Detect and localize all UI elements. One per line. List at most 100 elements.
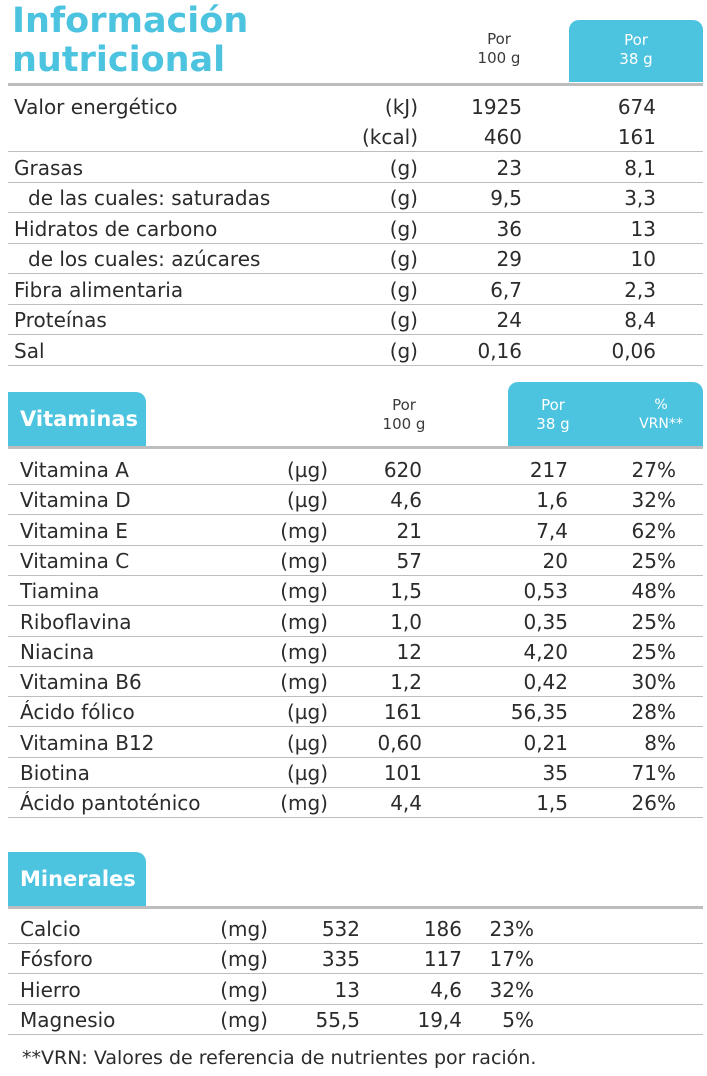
- value-per-100g: 0,60: [377, 731, 422, 755]
- value-vrn: 32%: [631, 488, 676, 512]
- mineral-row: Fósforo (mg) 335 117 17%: [8, 944, 703, 974]
- value-per-38g: 19,4: [417, 1008, 462, 1032]
- nutrition-row: Sal (g) 0,16 0,06: [8, 336, 703, 366]
- value-vrn: 62%: [631, 519, 676, 543]
- nutrition-row: Fibra alimentaria (g) 6,7 2,3: [8, 275, 703, 305]
- value-vrn: 71%: [631, 761, 676, 785]
- value-per-100g: 1,2: [390, 670, 422, 694]
- value-per-38g: 0,53: [523, 579, 568, 603]
- nutrition-row: Proteínas (g) 24 8,4: [8, 305, 703, 335]
- value-per-38g: 674: [617, 95, 656, 119]
- vitamin-row: Vitamina B12 (µg) 0,60 0,21 8%: [8, 728, 703, 758]
- value-per-100g: 161: [383, 700, 422, 724]
- value-per-38g: 4,20: [523, 640, 568, 664]
- mineral-unit: (mg): [220, 947, 268, 971]
- vitamin-unit: (mg): [280, 519, 328, 543]
- value-per-100g: 21: [396, 519, 422, 543]
- header-line: 38 g: [619, 50, 653, 68]
- minerals-tab-label: Minerales: [20, 867, 136, 891]
- value-vrn: 5%: [502, 1008, 534, 1032]
- value-per-38g: 20: [542, 549, 568, 573]
- nutrient-name: Grasas: [14, 156, 84, 180]
- nutrition-row: (kcal) 460 161: [8, 122, 703, 152]
- vitamin-name: Vitamina B12: [20, 731, 155, 755]
- mineral-unit: (mg): [220, 978, 268, 1002]
- nutrient-name: de los cuales: azúcares: [28, 247, 261, 271]
- nutrient-name: Proteínas: [14, 308, 107, 332]
- nutrient-name: Valor energético: [14, 95, 178, 119]
- minerals-tab: Minerales: [8, 852, 146, 906]
- vitamins-top-rule: [8, 446, 703, 449]
- header-line: 100 g: [477, 49, 521, 67]
- header-line: VRN**: [639, 416, 683, 432]
- value-per-38g: 13: [630, 217, 656, 241]
- vitamin-row: Vitamina A (µg) 620 217 27%: [8, 455, 703, 485]
- value-per-100g: 6,7: [490, 278, 522, 302]
- nutrient-unit: (kcal): [362, 125, 418, 149]
- vitamin-row: Ácido fólico (µg) 161 56,35 28%: [8, 697, 703, 727]
- mineral-row: Magnesio (mg) 55,5 19,4 5%: [8, 1005, 703, 1035]
- header-line: Por: [624, 31, 648, 49]
- vitamin-row: Biotina (µg) 101 35 71%: [8, 758, 703, 788]
- vitamin-unit: (µg): [286, 488, 328, 512]
- vitamin-name: Biotina: [20, 761, 90, 785]
- value-per-100g: 1925: [471, 95, 522, 119]
- value-per-100g: 36: [496, 217, 522, 241]
- col-vrn-text: % VRN**: [626, 396, 696, 434]
- mineral-unit: (mg): [220, 917, 268, 941]
- value-per-38g: 1,5: [536, 791, 568, 815]
- footnote: **VRN: Valores de referencia de nutrient…: [22, 1047, 537, 1069]
- vitamin-unit: (mg): [280, 791, 328, 815]
- value-per-38g: 8,4: [624, 308, 656, 332]
- value-per-38g: 0,42: [523, 670, 568, 694]
- mineral-name: Hierro: [20, 978, 81, 1002]
- vitamin-unit: (mg): [280, 579, 328, 603]
- vitamin-row: Riboflavina (mg) 1,0 0,35 25%: [8, 607, 703, 637]
- value-vrn: 25%: [631, 549, 676, 573]
- vitamin-unit: (µg): [286, 700, 328, 724]
- value-per-38g: 161: [617, 125, 656, 149]
- nutrient-unit: (g): [389, 217, 418, 241]
- vitamin-name: Vitamina E: [20, 519, 128, 543]
- mineral-name: Magnesio: [20, 1008, 116, 1032]
- nutrition-row: Hidratos de carbono (g) 36 13: [8, 214, 703, 244]
- vitamin-row: Vitamina C (mg) 57 20 25%: [8, 546, 703, 576]
- col-38-text: Por 38 g: [528, 396, 578, 434]
- value-per-38g: 0,21: [523, 731, 568, 755]
- nutrition-top-rule: [8, 83, 703, 86]
- value-vrn: 27%: [631, 458, 676, 482]
- vitamin-name: Vitamina B6: [20, 670, 142, 694]
- value-per-100g: 620: [383, 458, 422, 482]
- value-per-38g: 3,3: [624, 186, 656, 210]
- vitamin-unit: (mg): [280, 549, 328, 573]
- nutrient-unit: (g): [389, 247, 418, 271]
- mineral-row: Hierro (mg) 13 4,6 32%: [8, 975, 703, 1005]
- value-per-38g: 186: [423, 917, 462, 941]
- nutrition-col-38-header: Por 38 g: [569, 20, 703, 82]
- value-per-100g: 4,4: [390, 791, 422, 815]
- header-line: Por: [487, 30, 511, 48]
- nutrition-row: Valor energético (kJ) 1925 674: [8, 92, 703, 122]
- nutrition-col-100-header: Por 100 g: [460, 30, 538, 68]
- nutrient-unit: (g): [389, 308, 418, 332]
- header-line: 100 g: [382, 415, 426, 433]
- value-vrn: 25%: [631, 610, 676, 634]
- vitamin-unit: (mg): [280, 670, 328, 694]
- vitamin-unit: (mg): [280, 610, 328, 634]
- header-line: Por: [541, 396, 565, 414]
- nutrient-unit: (g): [389, 278, 418, 302]
- value-vrn: 26%: [631, 791, 676, 815]
- vitamin-row: Tiamina (mg) 1,5 0,53 48%: [8, 576, 703, 606]
- vitamin-name: Riboflavina: [20, 610, 132, 634]
- vitamin-row: Ácido pantoténico (mg) 4,4 1,5 26%: [8, 788, 703, 818]
- vitamin-unit: (mg): [280, 640, 328, 664]
- value-per-100g: 335: [321, 947, 360, 971]
- nutrition-row: de las cuales: saturadas (g) 9,5 3,3: [8, 183, 703, 213]
- value-per-38g: 4,6: [430, 978, 462, 1002]
- value-per-38g: 56,35: [510, 700, 568, 724]
- vitamin-name: Vitamina D: [20, 488, 131, 512]
- value-vrn: 8%: [644, 731, 676, 755]
- value-vrn: 30%: [631, 670, 676, 694]
- vitamins-tab-label: Vitaminas: [20, 407, 138, 431]
- vitamins-col-38-header: Por 38 g % VRN**: [508, 382, 703, 446]
